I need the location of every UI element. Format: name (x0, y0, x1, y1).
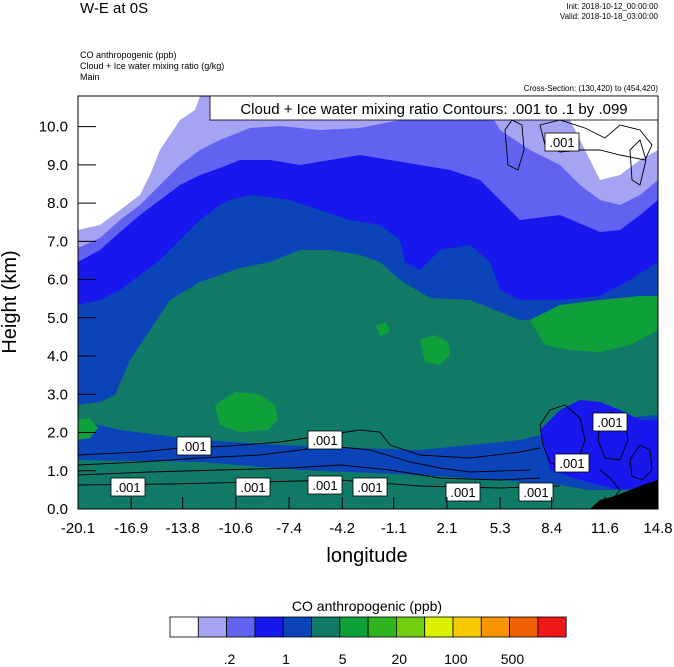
colorbar-swatch (339, 616, 369, 638)
contour-label: .001 (445, 482, 481, 502)
svg-text:.001: .001 (597, 415, 622, 430)
svg-text:.001: .001 (523, 485, 548, 500)
svg-text:.001: .001 (181, 439, 206, 454)
y-tick-label: 7.0 (47, 233, 68, 250)
contour-label: .001 (235, 477, 271, 497)
colorbar-label: 100 (444, 651, 468, 667)
x-tick-label: -4.2 (329, 520, 355, 537)
x-tick-label: -20.1 (61, 520, 95, 537)
fill-green-blob-2 (420, 335, 450, 365)
y-tick-label: 10.0 (39, 119, 68, 136)
colorbar-swatch (395, 616, 426, 638)
y-tick-label: 5.0 (47, 310, 68, 327)
colorbar-label: 1 (282, 651, 290, 667)
colorbar: .2 1 5 20 100 500 (169, 616, 567, 667)
contour-labels: .001 .001 .001 .001 .001 .001 .001 .001 … (110, 132, 628, 502)
valid-time: Valid: 2018-10-18_03:00:00 (559, 12, 658, 21)
y-tick-label: 3.0 (47, 386, 68, 403)
colorbar-swatch (509, 616, 539, 638)
y-tick-label: 1.0 (47, 463, 68, 480)
colorbar-swatch (367, 616, 397, 638)
contour-label: .001 (518, 482, 554, 502)
svg-text:.001: .001 (357, 480, 382, 495)
fill-white-left (78, 96, 200, 230)
colorbar-swatch (226, 616, 256, 638)
y-tick-label: 8.0 (47, 195, 68, 212)
x-tick-label: 2.1 (437, 520, 458, 537)
colorbar-title: CO anthropogenic (ppb) (292, 598, 442, 614)
svg-text:.001: .001 (312, 433, 337, 448)
x-tick-label: -13.8 (166, 520, 200, 537)
svg-text:.001: .001 (115, 480, 140, 495)
contour-label: .001 (554, 453, 590, 473)
svg-text:.001: .001 (312, 478, 337, 493)
contour-label: .001 (592, 412, 628, 432)
colorbar-label: 5 (339, 651, 347, 667)
colorbar-swatch (537, 616, 567, 638)
x-tick-label: 11.6 (591, 520, 619, 537)
contour-label: .001 (176, 436, 212, 456)
x-tick-label: 14.8 (643, 520, 672, 537)
x-tick-label: -16.9 (114, 520, 148, 537)
y-tick-label: 0.0 (47, 501, 68, 518)
colorbar-label: 500 (501, 651, 525, 667)
x-tick-label: -1.1 (381, 520, 407, 537)
filled-contours (78, 96, 658, 509)
contour-label: .001 (307, 475, 343, 495)
fill-lavender (78, 96, 450, 248)
init-time: Init: 2018-10-12_00:00:00 (566, 2, 658, 11)
field-label-co: CO anthropogenic (ppb) (80, 50, 177, 60)
x-tick-label: -10.6 (219, 520, 253, 537)
colorbar-label: .2 (224, 651, 236, 667)
colorbar-label: 20 (391, 651, 407, 667)
fill-green-blob-3 (530, 296, 658, 352)
svg-text:.001: .001 (240, 480, 265, 495)
contour-label: .001 (307, 430, 343, 450)
x-axis-label: longitude (326, 545, 407, 567)
x-tick-label: 8.4 (541, 520, 562, 537)
fill-green-blob-5 (376, 322, 390, 336)
x-tick-label: 5.3 (490, 520, 511, 537)
contour-caption: Cloud + Ice water mixing ratio Contours:… (240, 101, 627, 118)
svg-text:.001: .001 (450, 485, 475, 500)
svg-text:.001: .001 (549, 135, 574, 150)
y-tick-label: 4.0 (47, 348, 68, 365)
colorbar-swatch (452, 616, 482, 638)
cross-section-label: Cross-Section: (130,420) to (454,420) (523, 84, 658, 93)
colorbar-swatch (197, 616, 228, 638)
x-axis: -20.1 -16.9 -13.8 -10.6 -7.4 -4.2 -1.1 2.1 5.3 8.… (61, 497, 673, 537)
contour-label: .001 (544, 132, 580, 152)
colorbar-swatch (311, 616, 341, 638)
terrain (590, 480, 658, 509)
contour-label: .001 (110, 477, 146, 497)
field-label-main: Main (80, 72, 100, 82)
fill-green-blob-1 (215, 392, 278, 432)
colorbar-swatch (254, 616, 284, 638)
y-axis: 0.0 1.0 2.0 3.0 4.0 5.0 6.0 7.0 8.0 9.0 10.0 (39, 119, 96, 518)
field-label-cloud: Cloud + Ice water mixing ratio (g/kg) (80, 61, 225, 71)
y-axis-label: Height (km) (0, 250, 21, 353)
chart-title: W-E at 0S (80, 0, 149, 17)
colorbar-swatch (480, 616, 510, 638)
colorbar-swatch (169, 616, 199, 638)
fill-green-blob-4 (78, 418, 98, 440)
x-tick-label: -7.4 (276, 520, 302, 537)
y-tick-label: 2.0 (47, 425, 68, 442)
contour-caption-box (209, 95, 659, 121)
colorbar-swatch (424, 616, 454, 638)
y-tick-label: 9.0 (47, 157, 68, 174)
svg-text:.001: .001 (559, 456, 584, 471)
y-tick-label: 6.0 (47, 272, 68, 289)
contour-label: .001 (352, 477, 388, 497)
colorbar-swatch (282, 616, 312, 638)
